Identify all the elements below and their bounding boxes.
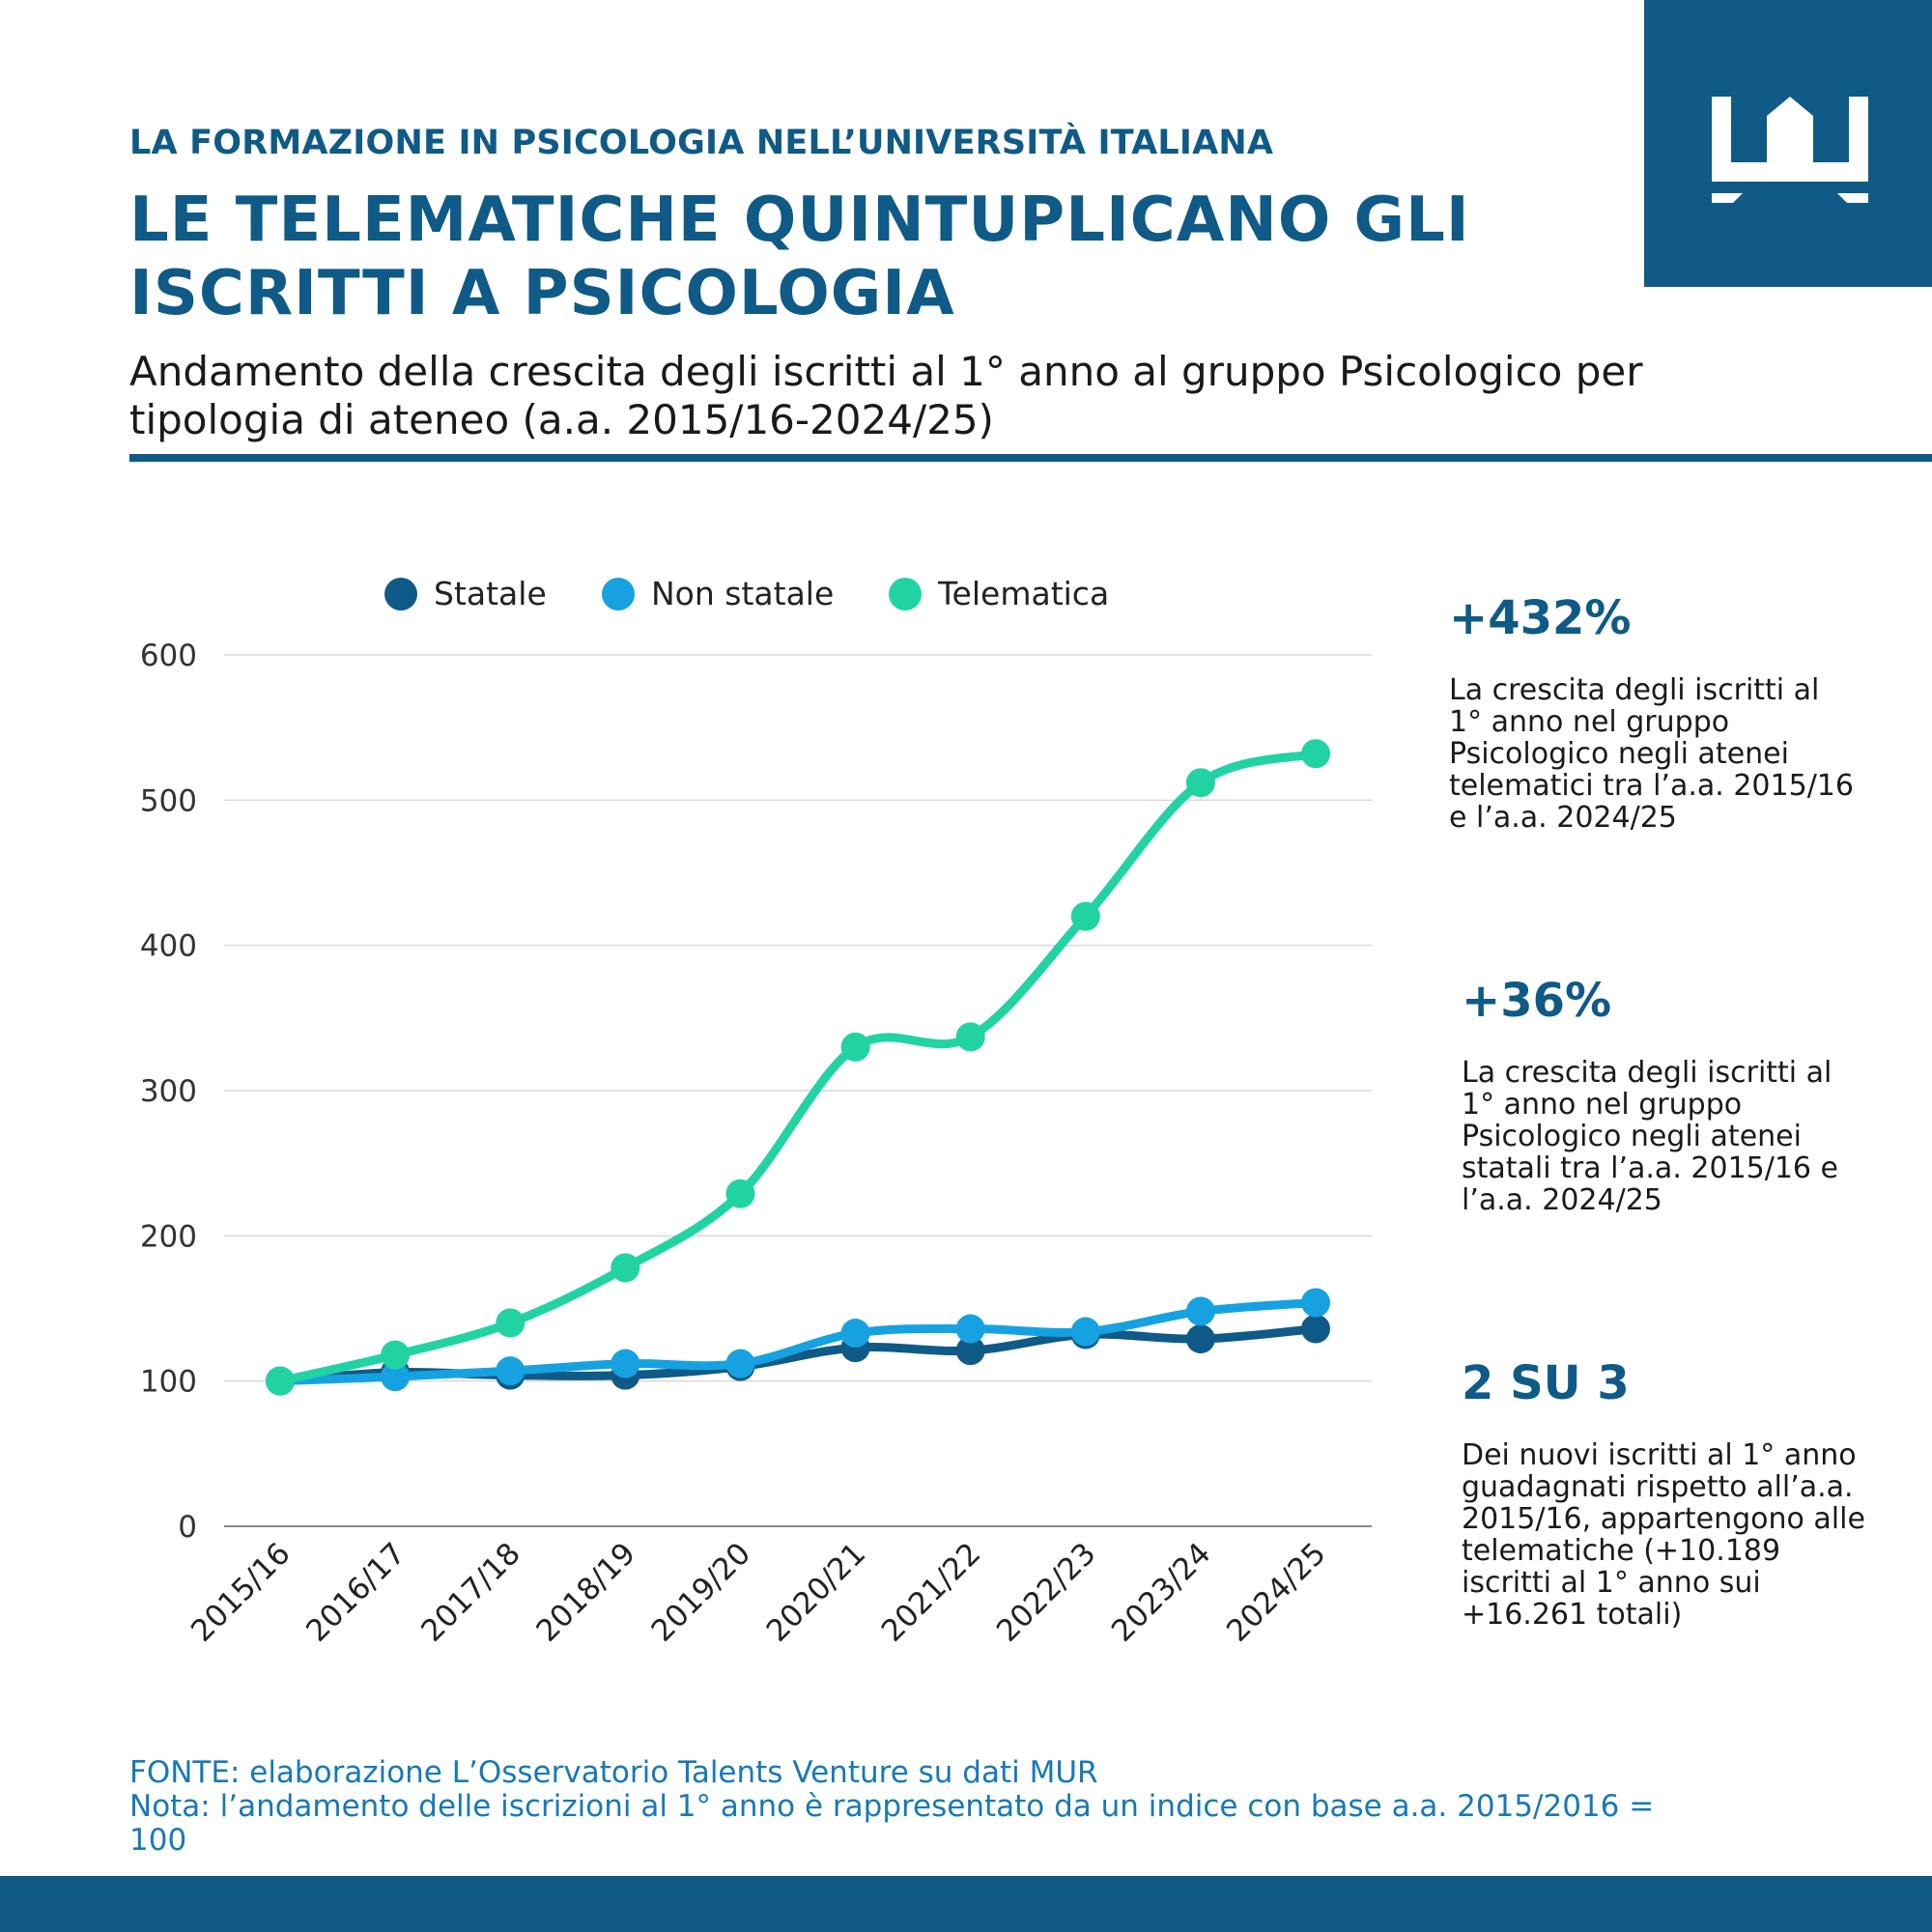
data-point-telematica <box>611 1253 640 1283</box>
line-chart: Statale Non statale Telematica 0 100 200 300 4… <box>140 575 1372 1649</box>
data-point-non-statale <box>1185 1296 1215 1326</box>
legend-label-telematica: Telematica <box>937 575 1109 612</box>
legend: Statale Non statale Telematica <box>384 575 1109 612</box>
data-point-statale <box>1301 1314 1330 1344</box>
x-tick-label: 2015/16 <box>185 1536 298 1649</box>
series-line-telematica <box>275 749 1321 1386</box>
y-tick-label: 0 <box>178 1510 197 1545</box>
data-point-telematica <box>1070 901 1100 931</box>
data-point-telematica <box>496 1308 526 1338</box>
y-tick-label: 300 <box>140 1074 197 1109</box>
x-tick-label: 2024/25 <box>1220 1536 1333 1649</box>
x-tick-label: 2023/24 <box>1105 1536 1218 1649</box>
y-tick-label: 600 <box>140 639 197 673</box>
data-point-non-statale <box>840 1319 870 1349</box>
logo-box <box>1644 0 1932 287</box>
data-point-non-statale <box>1070 1317 1100 1347</box>
data-point-non-statale <box>496 1356 526 1386</box>
kicker: LA FORMAZIONE IN PSICOLOGIA NELL’UNIVERS… <box>129 124 1274 162</box>
stat-value-statale: +36% <box>1462 974 1612 1028</box>
legend-marker-telematica <box>889 578 922 611</box>
data-point-telematica <box>955 1022 985 1052</box>
header-divider <box>129 454 1932 462</box>
x-tick-label: 2020/21 <box>760 1536 873 1649</box>
x-tick-label: 2017/18 <box>414 1536 527 1649</box>
data-point-telematica <box>266 1366 295 1396</box>
legend-label-non-statale: Non statale <box>651 575 834 612</box>
data-point-telematica <box>1301 739 1330 769</box>
x-tick-label: 2019/20 <box>645 1536 758 1649</box>
legend-marker-statale <box>384 578 417 611</box>
x-tick-label: 2021/22 <box>875 1536 988 1649</box>
x-tick-label: 2016/17 <box>299 1536 412 1649</box>
series-group <box>266 739 1330 1396</box>
stat-value-share: 2 SU 3 <box>1462 1356 1630 1410</box>
footer-note: Nota: l’andamento delle iscrizioni al 1°… <box>129 1789 1655 1858</box>
stat-desc-share: Dei nuovi iscritti al 1° anno guadagnati… <box>1462 1438 1865 1632</box>
y-tick-label: 400 <box>140 929 197 964</box>
footer: FONTE: elaborazione L’Osservatorio Talen… <box>129 1756 1675 1858</box>
data-point-non-statale <box>381 1362 411 1392</box>
footer-source: FONTE: elaborazione L’Osservatorio Talen… <box>129 1755 1098 1790</box>
data-point-non-statale <box>955 1314 985 1344</box>
x-tick-label: 2018/19 <box>529 1536 642 1649</box>
data-point-telematica <box>840 1032 870 1062</box>
data-point-non-statale <box>611 1349 640 1378</box>
y-tick-label: 100 <box>140 1365 197 1400</box>
logo-icon <box>1712 97 1868 203</box>
data-point-non-statale <box>1301 1288 1330 1318</box>
data-point-telematica <box>381 1340 411 1370</box>
x-tick-label: 2022/23 <box>990 1536 1103 1649</box>
data-point-telematica <box>725 1179 755 1208</box>
legend-label-statale: Statale <box>434 575 547 612</box>
page-subtitle: Andamento della crescita degli iscritti … <box>129 348 1643 443</box>
data-point-telematica <box>1185 768 1215 798</box>
y-tick-label: 200 <box>140 1219 197 1254</box>
y-axis: 0 100 200 300 400 500 600 <box>140 639 197 1545</box>
series-line-non-statale <box>275 1297 1321 1386</box>
bottom-bar <box>0 1876 1932 1932</box>
stat-desc-telematica: La crescita degli iscritti al 1° anno ne… <box>1449 673 1854 835</box>
grid <box>224 654 1372 1527</box>
page-title: LE TELEMATICHE QUINTUPLICANO GLI ISCRITT… <box>129 185 1470 329</box>
data-point-non-statale <box>725 1349 755 1378</box>
data-point-statale <box>955 1336 985 1366</box>
stat-desc-statale: La crescita degli iscritti al 1° anno ne… <box>1462 1056 1839 1217</box>
stat-value-telematica: +432% <box>1449 591 1632 645</box>
x-axis: 2015/16 2016/17 2017/18 2018/19 2019/20 2020/… <box>185 1536 1333 1649</box>
legend-marker-non-statale <box>602 578 635 611</box>
data-point-statale <box>1185 1324 1215 1354</box>
y-tick-label: 500 <box>140 783 197 818</box>
